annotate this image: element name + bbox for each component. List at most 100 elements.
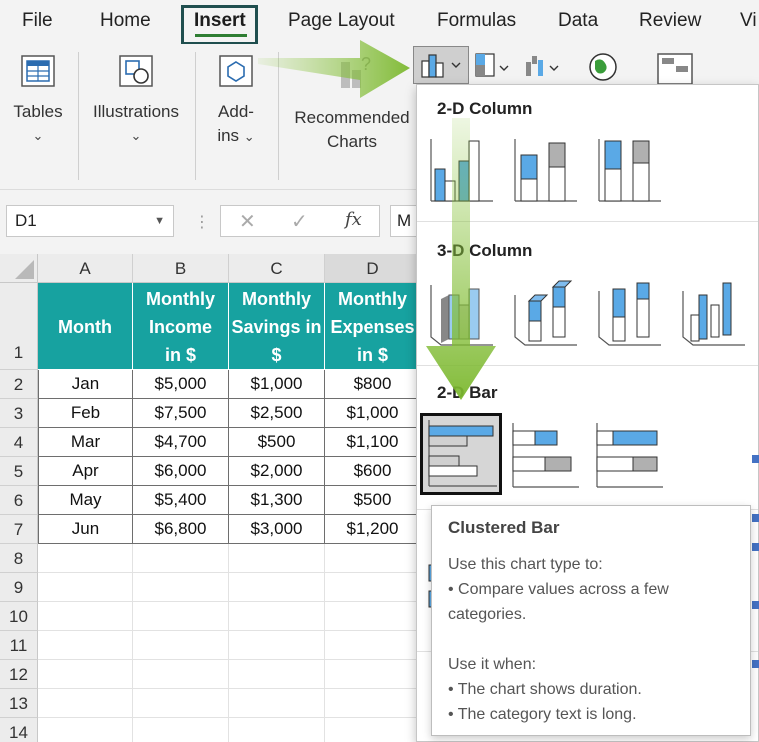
cancel-icon[interactable]: ✕	[239, 211, 256, 233]
column-chart-icon	[421, 54, 461, 78]
table-cell[interactable]: Mar	[38, 428, 133, 457]
gridline	[324, 544, 325, 742]
chart-fragment	[752, 660, 759, 668]
table-cell[interactable]: $2,000	[229, 457, 325, 486]
row-header-10[interactable]: 10	[0, 602, 38, 631]
tab-review[interactable]: Review	[639, 10, 702, 31]
name-box-value: D1	[15, 211, 37, 230]
tab-data[interactable]: Data	[558, 10, 599, 31]
row-header-4[interactable]: 4	[0, 428, 38, 457]
tooltip-line: • Compare values across a few	[448, 581, 669, 598]
row-header-5[interactable]: 5	[0, 457, 38, 486]
column-header-c[interactable]: C	[229, 254, 325, 283]
tab-file[interactable]: File	[22, 10, 53, 31]
header-cell-income[interactable]: Monthly Income in $	[133, 283, 229, 370]
header-month-line1: Month	[58, 317, 112, 337]
enter-icon[interactable]: ✓	[291, 211, 308, 233]
table-cell[interactable]: $1,000	[229, 370, 325, 399]
section-title-2d-bar: 2-D Bar	[437, 383, 498, 402]
recommended-label-line1: Recommended	[294, 108, 410, 127]
table-cell[interactable]: $500	[229, 428, 325, 457]
3d-stacked-100-column-option[interactable]	[593, 275, 665, 347]
table-cell[interactable]: Jan	[38, 370, 133, 399]
table-cell[interactable]: $6,000	[133, 457, 229, 486]
header-expenses-line1: Monthly	[338, 289, 407, 309]
column-header-d[interactable]: D	[325, 254, 421, 283]
hierarchy-chart-button[interactable]	[472, 50, 518, 82]
table-cell[interactable]: May	[38, 486, 133, 515]
table-cell[interactable]: $4,700	[133, 428, 229, 457]
gridline	[132, 544, 133, 742]
table-cell[interactable]: Apr	[38, 457, 133, 486]
table-cell[interactable]: $5,400	[133, 486, 229, 515]
tab-view[interactable]: Vi	[740, 10, 757, 31]
chevron-down-icon: ⌄	[130, 128, 142, 143]
addins-button[interactable]: Add- ins ⌄	[204, 48, 268, 149]
3d-column-option[interactable]	[677, 275, 749, 347]
3d-stacked-column-option[interactable]	[509, 275, 581, 347]
column-header-a[interactable]: A	[38, 254, 133, 283]
worksheet-grid: A B C D 1 2 3 4 5 6 7 8 9 10 11 12 13 14…	[0, 254, 430, 742]
shapes-icon	[119, 55, 153, 87]
tables-button[interactable]: Tables ⌄	[6, 48, 70, 148]
row-header-2[interactable]: 2	[0, 370, 38, 399]
header-cell-expenses[interactable]: Monthly Expenses in $	[325, 283, 421, 370]
section-divider	[417, 221, 758, 222]
header-savings-line2: Savings in	[231, 317, 322, 337]
row-header-3[interactable]: 3	[0, 399, 38, 428]
fx-icon[interactable]: fx	[345, 209, 362, 230]
chart-fragment	[752, 514, 759, 522]
right-arrow-icon	[258, 40, 410, 98]
table-cell[interactable]: $5,000	[133, 370, 229, 399]
stacked-bar-option[interactable]	[509, 419, 581, 491]
stacked-column-option[interactable]	[509, 133, 581, 205]
header-savings-line1: Monthly	[242, 289, 311, 309]
table-cell[interactable]: Jun	[38, 515, 133, 544]
row-header-12[interactable]: 12	[0, 660, 38, 689]
clustered-bar-option[interactable]	[420, 413, 502, 495]
tooltip-line: categories.	[448, 606, 527, 623]
row-header-14[interactable]: 14	[0, 718, 38, 742]
waterfall-chart-button[interactable]	[520, 50, 566, 82]
column-header-b[interactable]: B	[133, 254, 229, 283]
illustrations-label: Illustrations	[93, 102, 179, 121]
row-header-7[interactable]: 7	[0, 515, 38, 544]
recommended-label-line2: Charts	[326, 132, 378, 151]
table-cell[interactable]: $7,500	[133, 399, 229, 428]
addins-label-line2: ins	[217, 126, 240, 145]
header-cell-month[interactable]: Month	[38, 283, 133, 370]
table-cell[interactable]: $2,500	[229, 399, 325, 428]
table-cell[interactable]: $6,800	[133, 515, 229, 544]
ribbon-tab-bar: File Home Insert Page Layout Formulas Da…	[0, 0, 759, 45]
stacked-100-bar-option[interactable]	[593, 419, 665, 491]
tables-label: Tables	[13, 102, 63, 121]
row-header-8[interactable]: 8	[0, 544, 38, 573]
maps-chart-button[interactable]	[583, 50, 623, 84]
tab-insert[interactable]: Insert	[194, 10, 246, 31]
row-header-1[interactable]: 1	[0, 283, 38, 370]
row-header-13[interactable]: 13	[0, 689, 38, 718]
table-cell[interactable]: $3,000	[229, 515, 325, 544]
chart-type-tooltip: Clustered Bar Use this chart type to: • …	[431, 505, 751, 736]
chart-fragment	[752, 455, 759, 463]
table-cell[interactable]: $1,300	[229, 486, 325, 515]
name-box[interactable]: D1 ▼	[6, 205, 174, 237]
chevron-down-icon: ⌄	[32, 128, 44, 143]
row-header-6[interactable]: 6	[0, 486, 38, 515]
addin-cube-icon	[219, 55, 253, 87]
ribbon-separator	[78, 52, 79, 180]
select-all-corner[interactable]	[0, 254, 38, 283]
tab-home[interactable]: Home	[100, 10, 151, 31]
illustrations-button[interactable]: Illustrations ⌄	[86, 48, 186, 148]
tab-page-layout[interactable]: Page Layout	[288, 10, 395, 31]
row-header-11[interactable]: 11	[0, 631, 38, 660]
column-chart-button[interactable]	[413, 46, 469, 84]
table-cell[interactable]: Feb	[38, 399, 133, 428]
tab-formulas[interactable]: Formulas	[437, 10, 517, 31]
stacked-100-column-option[interactable]	[593, 133, 665, 205]
header-cell-savings[interactable]: Monthly Savings in $	[229, 283, 325, 370]
drag-handle-icon[interactable]: ⋮	[194, 214, 210, 231]
row-header-9[interactable]: 9	[0, 573, 38, 602]
chevron-down-icon[interactable]: ▼	[154, 215, 165, 227]
ribbon-separator	[195, 52, 196, 180]
